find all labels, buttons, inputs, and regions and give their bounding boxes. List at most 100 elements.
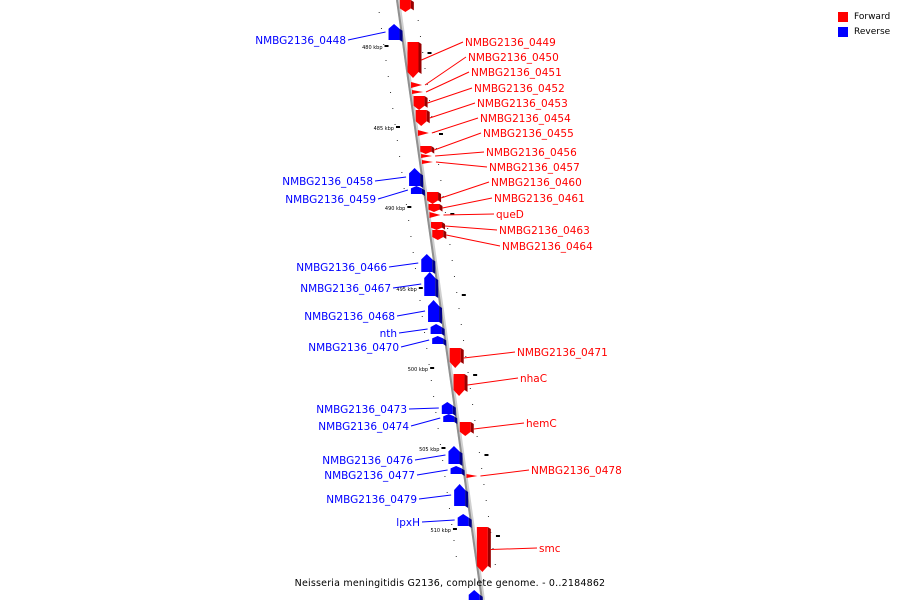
legend-label-forward: Forward [854,11,891,22]
gene-leader-line [347,31,386,41]
gene-leader-line [473,422,525,430]
minor-tick-dot [465,356,467,357]
minor-tick-dot [435,148,437,149]
gene-leader-line [446,234,501,247]
gene-forward-14 [432,230,447,240]
kbp-tick-mark [441,447,446,449]
gene-leader-line [435,151,485,157]
gene-leader-line [490,547,538,550]
gene-label-forward: NMBG2136_0453 [477,98,568,110]
gene-reverse-10 [443,414,458,424]
gene-label-forward: NMBG2136_0478 [531,465,622,477]
gene-leader-line [429,102,476,119]
gene-label-forward: NMBG2136_0451 [471,67,562,79]
gene-leader-line [408,407,439,410]
minor-tick-dot [478,452,480,453]
kbp-ticks: 480 kbp 485 kbp 490 kbp 495 kbp 500 kbp 505 k… [362,45,500,537]
gene-label-forward: NMBG2136_0471 [517,347,608,359]
gene-label-reverse: NMBG2136_0470 [308,342,399,354]
kbp-tick-mark [430,367,435,369]
gene-forward-13 [431,222,446,230]
kbp-tick-mark [384,45,389,47]
minor-tick-dot [431,116,433,117]
gene-labels: NMBG2136_0449 NMBG2136_0450 NMBG2136_0451 N… [255,31,622,555]
minor-tick-dot [442,460,444,461]
minor-tick-dot [401,172,403,173]
gene-forward-5 [415,110,430,126]
legend-label-reverse: Reverse [854,26,891,37]
gene-label-reverse: NMBG2136_0468 [304,311,395,323]
kbp-tick-label: 490 kbp [385,206,405,212]
minor-tick-dot [437,428,439,429]
gene-forward-11 [428,204,443,212]
minor-tick-dot [429,100,431,101]
gene-reverse-2 [409,168,424,188]
gene-reverse-1 [388,24,403,42]
gene-leader-line [392,283,422,289]
minor-tick-dot [440,180,442,181]
gene-forward-19 [476,527,491,572]
gene-leader-line [440,181,490,199]
gene-label-reverse: NMBG2136_0458 [282,176,373,188]
gene-features [388,0,491,600]
gene-leader-line [421,41,464,61]
minor-tick-dot [458,308,460,309]
genome-axis [396,0,485,600]
kbp-tick-label: 505 kbp [419,447,439,453]
minor-tick-dot [419,36,421,37]
kbp-tick-label: 510 kbp [431,528,451,534]
minor-tick-dot [410,236,412,237]
kbp-tick-label: 485 kbp [374,126,394,132]
gene-leader-line [400,339,430,348]
legend-item-forward: Forward [838,9,890,24]
gene-label-reverse: nth [380,328,397,340]
minor-tick-dot [394,124,396,125]
gene-label-reverse: NMBG2136_0479 [326,494,417,506]
legend: Forward Reverse [838,9,890,39]
gene-leader-line [434,132,482,151]
gene-reverse-5 [424,272,439,298]
gene-leader-line [480,469,530,477]
gene-label-forward: NMBG2136_0454 [480,113,571,125]
kbp-tick-mark [452,528,457,530]
gene-forward-12 [429,212,441,218]
gene-forward-9 [421,160,433,164]
kbp-tick-mark [418,287,423,289]
gene-label-reverse: NMBG2136_0477 [324,470,415,482]
gene-leader-line [424,56,467,86]
gene-forward-1 [407,42,422,78]
minor-tick-dot [422,52,424,53]
minor-tick-dot [383,44,385,45]
gene-label-reverse: NMBG2136_0476 [322,455,413,467]
gene-label-forward: NMBG2136_0461 [494,193,585,205]
minor-tick-dot [392,108,394,109]
gene-label-reverse: NMBG2136_0459 [285,194,376,206]
minor-tick-dot [476,436,478,437]
minor-tick-dot [378,12,380,13]
gene-label-reverse: NMBG2136_0473 [316,404,407,416]
gene-forward-2 [411,82,423,88]
minor-tick-dot [428,364,430,365]
gene-label-forward: NMBG2136_0457 [489,162,580,174]
gene-reverse-12 [450,466,465,476]
gene-leader-line [463,351,516,359]
kbp-tick-mark [438,133,443,135]
kbp-tick-mark [484,454,489,456]
minor-tick-dot [474,420,476,421]
gene-label-reverse: NMBG2136_0474 [318,421,409,433]
gene-leader-line [414,454,446,461]
gene-reverse-8 [432,336,447,346]
minor-tick-dot [447,228,449,229]
gene-leader-line [467,377,519,386]
minor-tick-dot [399,156,401,157]
gene-leader-line [377,189,409,200]
minor-tick-dot [387,76,389,77]
gene-leader-line [410,417,441,427]
gene-label-forward: NMBG2136_0464 [502,241,593,253]
minor-tick-dot [430,380,432,381]
minor-tick-dot [421,316,423,317]
minor-tick-dot [385,60,387,61]
gene-forward-16 [453,374,468,396]
gene-leader-line [427,87,473,104]
gene-label-forward: NMBG2136_0463 [499,225,590,237]
